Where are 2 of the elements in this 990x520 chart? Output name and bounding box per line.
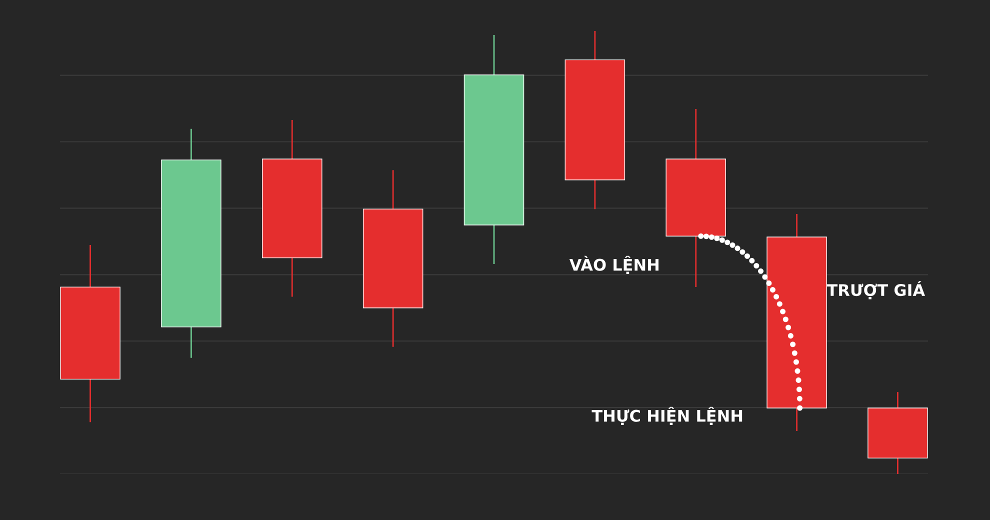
annotation: VÀO LỆNH bbox=[569, 256, 658, 274]
annotation: THỰC HIỆN LỆNH bbox=[592, 406, 742, 426]
